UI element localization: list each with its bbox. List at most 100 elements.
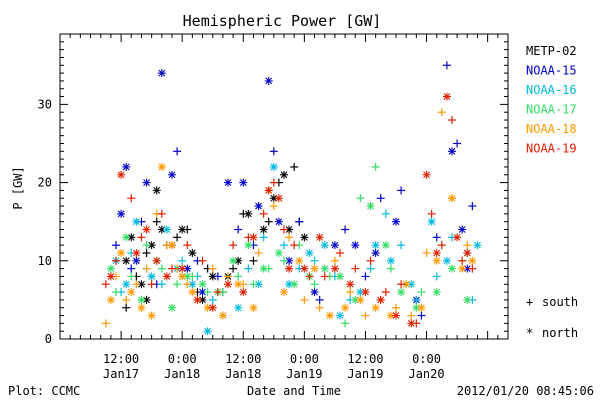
south-point xyxy=(101,280,110,289)
south-point xyxy=(432,233,441,242)
south-point xyxy=(468,264,477,273)
north-point xyxy=(218,311,227,320)
south-point xyxy=(224,272,232,281)
north-point xyxy=(234,280,243,289)
south-point xyxy=(422,248,431,257)
x-tick-date-label: Jan18 xyxy=(164,367,200,381)
legend-entry: NOAA-16 xyxy=(526,83,577,97)
north-point xyxy=(407,319,416,328)
north-point xyxy=(330,264,339,273)
north-point xyxy=(274,194,283,203)
north-point xyxy=(468,256,477,265)
south-point xyxy=(269,178,278,187)
x-tick-date-label: Jan19 xyxy=(286,367,322,381)
y-tick-label: 30 xyxy=(38,97,52,111)
north-point xyxy=(142,178,151,187)
north-point xyxy=(117,170,126,179)
north-point xyxy=(458,264,467,273)
x-tick-time-label: 12:00 xyxy=(225,352,261,366)
north-point xyxy=(122,280,131,289)
north-point xyxy=(336,311,344,320)
north-point xyxy=(432,256,441,265)
south-point xyxy=(122,295,131,304)
y-tick-label: 0 xyxy=(45,332,52,346)
south-point xyxy=(132,280,141,289)
north-point xyxy=(285,280,294,289)
north-point xyxy=(137,295,146,304)
south-point xyxy=(280,256,288,265)
south-point xyxy=(305,272,314,281)
north-point xyxy=(224,280,232,289)
north-point xyxy=(341,303,350,312)
south-point xyxy=(178,256,187,265)
south-point xyxy=(290,162,299,171)
south-point xyxy=(448,116,456,125)
south-point xyxy=(386,264,395,273)
north-point xyxy=(229,256,238,265)
north-point xyxy=(473,241,482,250)
south-point xyxy=(269,147,278,156)
south-point xyxy=(152,217,161,226)
north-point xyxy=(193,295,202,304)
north-point xyxy=(442,92,451,101)
x-tick-date-label: Jan17 xyxy=(103,367,139,381)
north-point xyxy=(244,209,253,218)
north-point xyxy=(392,311,400,320)
north-point xyxy=(280,170,288,179)
south-point xyxy=(234,225,243,234)
south-point xyxy=(310,256,319,265)
south-point xyxy=(341,319,350,328)
north-point xyxy=(285,264,294,273)
south-point xyxy=(142,248,151,257)
south-point xyxy=(229,264,238,273)
north-point xyxy=(325,311,334,320)
north-point xyxy=(117,209,126,218)
footer-timestamp: 2012/01/20 08:45:06 xyxy=(457,384,594,398)
north-point xyxy=(132,256,141,265)
y-tick-label: 20 xyxy=(38,176,52,190)
south-point xyxy=(127,272,136,281)
y-axis-label: P [GW] xyxy=(11,166,25,209)
south-point xyxy=(361,311,370,320)
south-point xyxy=(285,233,294,242)
legend-entry: NOAA-18 xyxy=(526,122,577,136)
chart-title: Hemispheric Power [GW] xyxy=(183,12,382,30)
north-point xyxy=(264,76,273,85)
south-point xyxy=(127,194,136,203)
north-point xyxy=(442,256,451,265)
south-point xyxy=(381,288,390,297)
north-point xyxy=(264,186,273,195)
north-point xyxy=(147,311,156,320)
south-point xyxy=(249,256,258,265)
north-point xyxy=(427,217,436,226)
north-point xyxy=(361,288,370,297)
north-point xyxy=(239,178,248,187)
north-point xyxy=(310,264,319,273)
marker-legend-label: north xyxy=(542,326,578,340)
south-point xyxy=(142,264,151,273)
north-point xyxy=(162,272,171,281)
north-point xyxy=(280,288,288,297)
y-axis: 0 10 20 30 xyxy=(38,41,508,346)
north-point xyxy=(336,272,344,281)
north-point xyxy=(203,327,212,336)
south-point xyxy=(356,194,365,203)
south-point xyxy=(183,280,192,289)
south-point xyxy=(203,288,212,297)
x-tick-time-label: 0:00 xyxy=(290,352,319,366)
north-point xyxy=(320,264,329,273)
south-point xyxy=(366,256,375,265)
north-point xyxy=(366,202,375,211)
south-point xyxy=(137,233,146,242)
south-point xyxy=(407,311,416,320)
south-point xyxy=(463,241,472,250)
south-point xyxy=(249,280,258,289)
north-point xyxy=(356,295,365,304)
north-point xyxy=(127,288,136,297)
north-point xyxy=(315,233,324,242)
north-point xyxy=(132,217,141,226)
north-point xyxy=(371,303,380,312)
south-point xyxy=(157,280,166,289)
legend-entry: NOAA-19 xyxy=(526,142,577,156)
